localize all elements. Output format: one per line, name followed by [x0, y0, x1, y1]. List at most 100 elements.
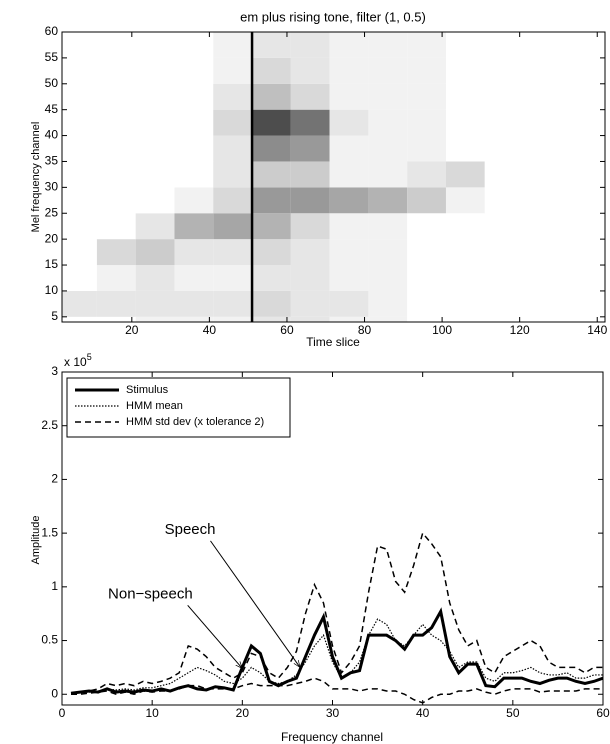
heatmap-cell	[213, 161, 253, 188]
y-tick-label: 20	[45, 231, 59, 245]
heatmap-cell	[96, 265, 136, 291]
series-line	[70, 531, 603, 694]
heatmap-cell	[484, 213, 524, 240]
heatmap-cell	[135, 316, 175, 322]
y-tick-label: 60	[45, 24, 59, 38]
heatmap-cell	[445, 135, 485, 162]
annotation: Non−speech	[108, 585, 193, 602]
x-tick-label: 0	[59, 706, 66, 720]
heatmap-cell	[445, 265, 485, 291]
heatmap-cell	[174, 239, 214, 266]
heatmap-cell	[484, 32, 524, 58]
heatmap-cell	[62, 265, 97, 291]
heatmap-cell	[62, 57, 97, 84]
heatmap-cell	[96, 83, 136, 110]
plot-frame	[61, 31, 606, 323]
heatmap-cell	[407, 213, 446, 240]
heatmap-cell	[445, 187, 485, 214]
heatmap-cell	[174, 290, 214, 317]
heatmap-cell	[523, 187, 563, 214]
heatmap-cell	[174, 83, 214, 110]
heatmap-cell	[445, 213, 485, 240]
heatmap-cell	[213, 316, 253, 322]
heatmap-cell	[96, 109, 136, 136]
heatmap-cell	[213, 213, 253, 240]
heatmap-cell	[562, 57, 602, 84]
heatmap-cell	[290, 239, 330, 266]
heatmap-cell	[484, 187, 524, 214]
annotation: Speech	[165, 521, 216, 538]
heatmap-cell	[96, 57, 136, 84]
heatmap-cell	[523, 265, 563, 291]
heatmap-cell	[252, 316, 291, 322]
heatmap-cell	[562, 83, 602, 110]
heatmap-cell	[62, 316, 97, 322]
heatmap-cell	[562, 290, 602, 317]
heatmap-cell	[562, 109, 602, 136]
heatmap-cell	[290, 161, 330, 188]
heatmap-cell	[96, 239, 136, 266]
heatmap-cell	[96, 187, 136, 214]
heatmap-cell	[62, 32, 97, 58]
heatmap-cell	[484, 161, 524, 188]
multiplier-exponent: 5	[87, 352, 92, 362]
heatmap-cell	[174, 187, 214, 214]
heatmap-cell	[329, 32, 369, 58]
heatmap-cell	[484, 57, 524, 84]
heatmap-cell	[135, 109, 175, 136]
x-tick-label: 60	[596, 706, 610, 720]
heatmap-cell	[329, 57, 369, 84]
heatmap-cell	[252, 83, 291, 110]
y-tick-label: 50	[45, 76, 59, 90]
heatmap-cell	[368, 161, 408, 188]
legend-label: Stimulus	[126, 384, 169, 396]
heatmap-cell	[252, 290, 291, 317]
x-tick-label: 40	[416, 706, 430, 720]
y-tick-label: 30	[45, 180, 59, 194]
heatmap-cell	[252, 265, 291, 291]
heatmap-cell	[213, 239, 253, 266]
heatmap-cell	[135, 57, 175, 84]
heatmap-cell	[407, 265, 446, 291]
heatmap-cell	[252, 161, 291, 188]
x-tick-label: 10	[145, 706, 159, 720]
x-tick-label: 100	[432, 323, 452, 337]
heatmap-cell	[523, 135, 563, 162]
heatmap-cell	[96, 290, 136, 317]
heatmap-cell	[96, 213, 136, 240]
heatmap-cell	[562, 316, 602, 322]
heatmap-cell	[252, 57, 291, 84]
heatmap-cell	[174, 109, 214, 136]
heatmap-cell	[445, 83, 485, 110]
heatmap-cell	[96, 161, 136, 188]
multiplier-base: x 10	[64, 355, 87, 369]
heatmap-cell	[523, 239, 563, 266]
heatmap-cell	[407, 290, 446, 317]
heatmap-cell	[96, 316, 136, 322]
x-tick-label: 60	[280, 323, 294, 337]
heatmap-cell	[62, 109, 97, 136]
heatmap-cell	[135, 161, 175, 188]
heatmap-cell	[523, 57, 563, 84]
heatmap-cell	[290, 290, 330, 317]
heatmap-cell	[290, 32, 330, 58]
heatmap-cell	[329, 187, 369, 214]
heatmap-cell	[329, 109, 369, 136]
heatmap-cell	[252, 239, 291, 266]
heatmap-cell	[407, 83, 446, 110]
y-tick-label: 45	[45, 102, 59, 116]
heatmap-cell	[445, 239, 485, 266]
heatmap-cell	[135, 213, 175, 240]
heatmap-cell	[290, 83, 330, 110]
y-tick-label: 15	[45, 257, 59, 271]
y-tick-label: 40	[45, 128, 59, 142]
heatmap-cell	[562, 135, 602, 162]
series-line	[70, 607, 603, 695]
x-tick-label: 80	[358, 323, 372, 337]
heatmap-cell	[484, 316, 524, 322]
heatmap-cell	[484, 83, 524, 110]
y-axis-label: Amplitude	[30, 516, 42, 565]
heatmap-cell	[135, 83, 175, 110]
y-multiplier: x 105	[64, 352, 92, 369]
legend-label: HMM mean	[126, 400, 183, 412]
